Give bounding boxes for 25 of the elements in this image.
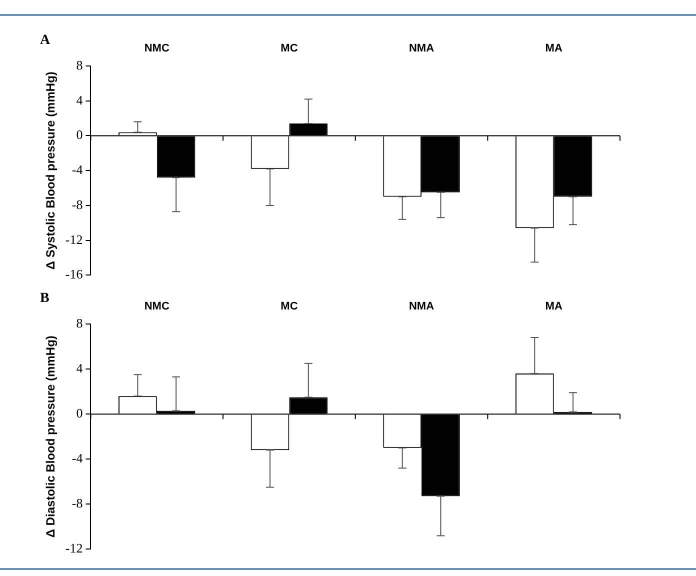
y-tick-label: 8 (76, 315, 83, 330)
y-tick-label: 0 (76, 406, 83, 420)
y-tick-label: 4 (76, 360, 84, 376)
y-tick-label: -4 (72, 450, 84, 466)
y-tick-label: -8 (72, 196, 83, 212)
y-tick-label: -12 (65, 232, 83, 247)
x-tick-label: NMA (408, 42, 434, 54)
x-tick-label: NMC (144, 300, 170, 312)
x-tick-label: NMA (408, 300, 434, 312)
y-tick-label: -12 (65, 540, 83, 556)
x-tick-label: MC (280, 42, 298, 54)
chart-title: B (40, 291, 50, 306)
x-tick-label: MC (280, 300, 298, 312)
y-axis-title: Δ Diastolic Blood pressure (mmHg) (44, 336, 58, 538)
y-axis-title: Δ Systolic Blood pressure (mmHg) (44, 72, 58, 270)
chart-title: A (40, 33, 51, 48)
y-tick-label: -4 (72, 162, 84, 178)
x-tick-label: NMC (144, 42, 170, 54)
y-tick-label: -8 (72, 496, 83, 511)
y-tick-label: 0 (76, 127, 83, 142)
x-tick-label: MA (545, 42, 562, 54)
x-tick-label: MA (545, 300, 562, 312)
y-tick-label: -16 (65, 266, 84, 282)
y-tick-label: 8 (76, 57, 83, 72)
y-tick-label: 4 (76, 92, 84, 108)
